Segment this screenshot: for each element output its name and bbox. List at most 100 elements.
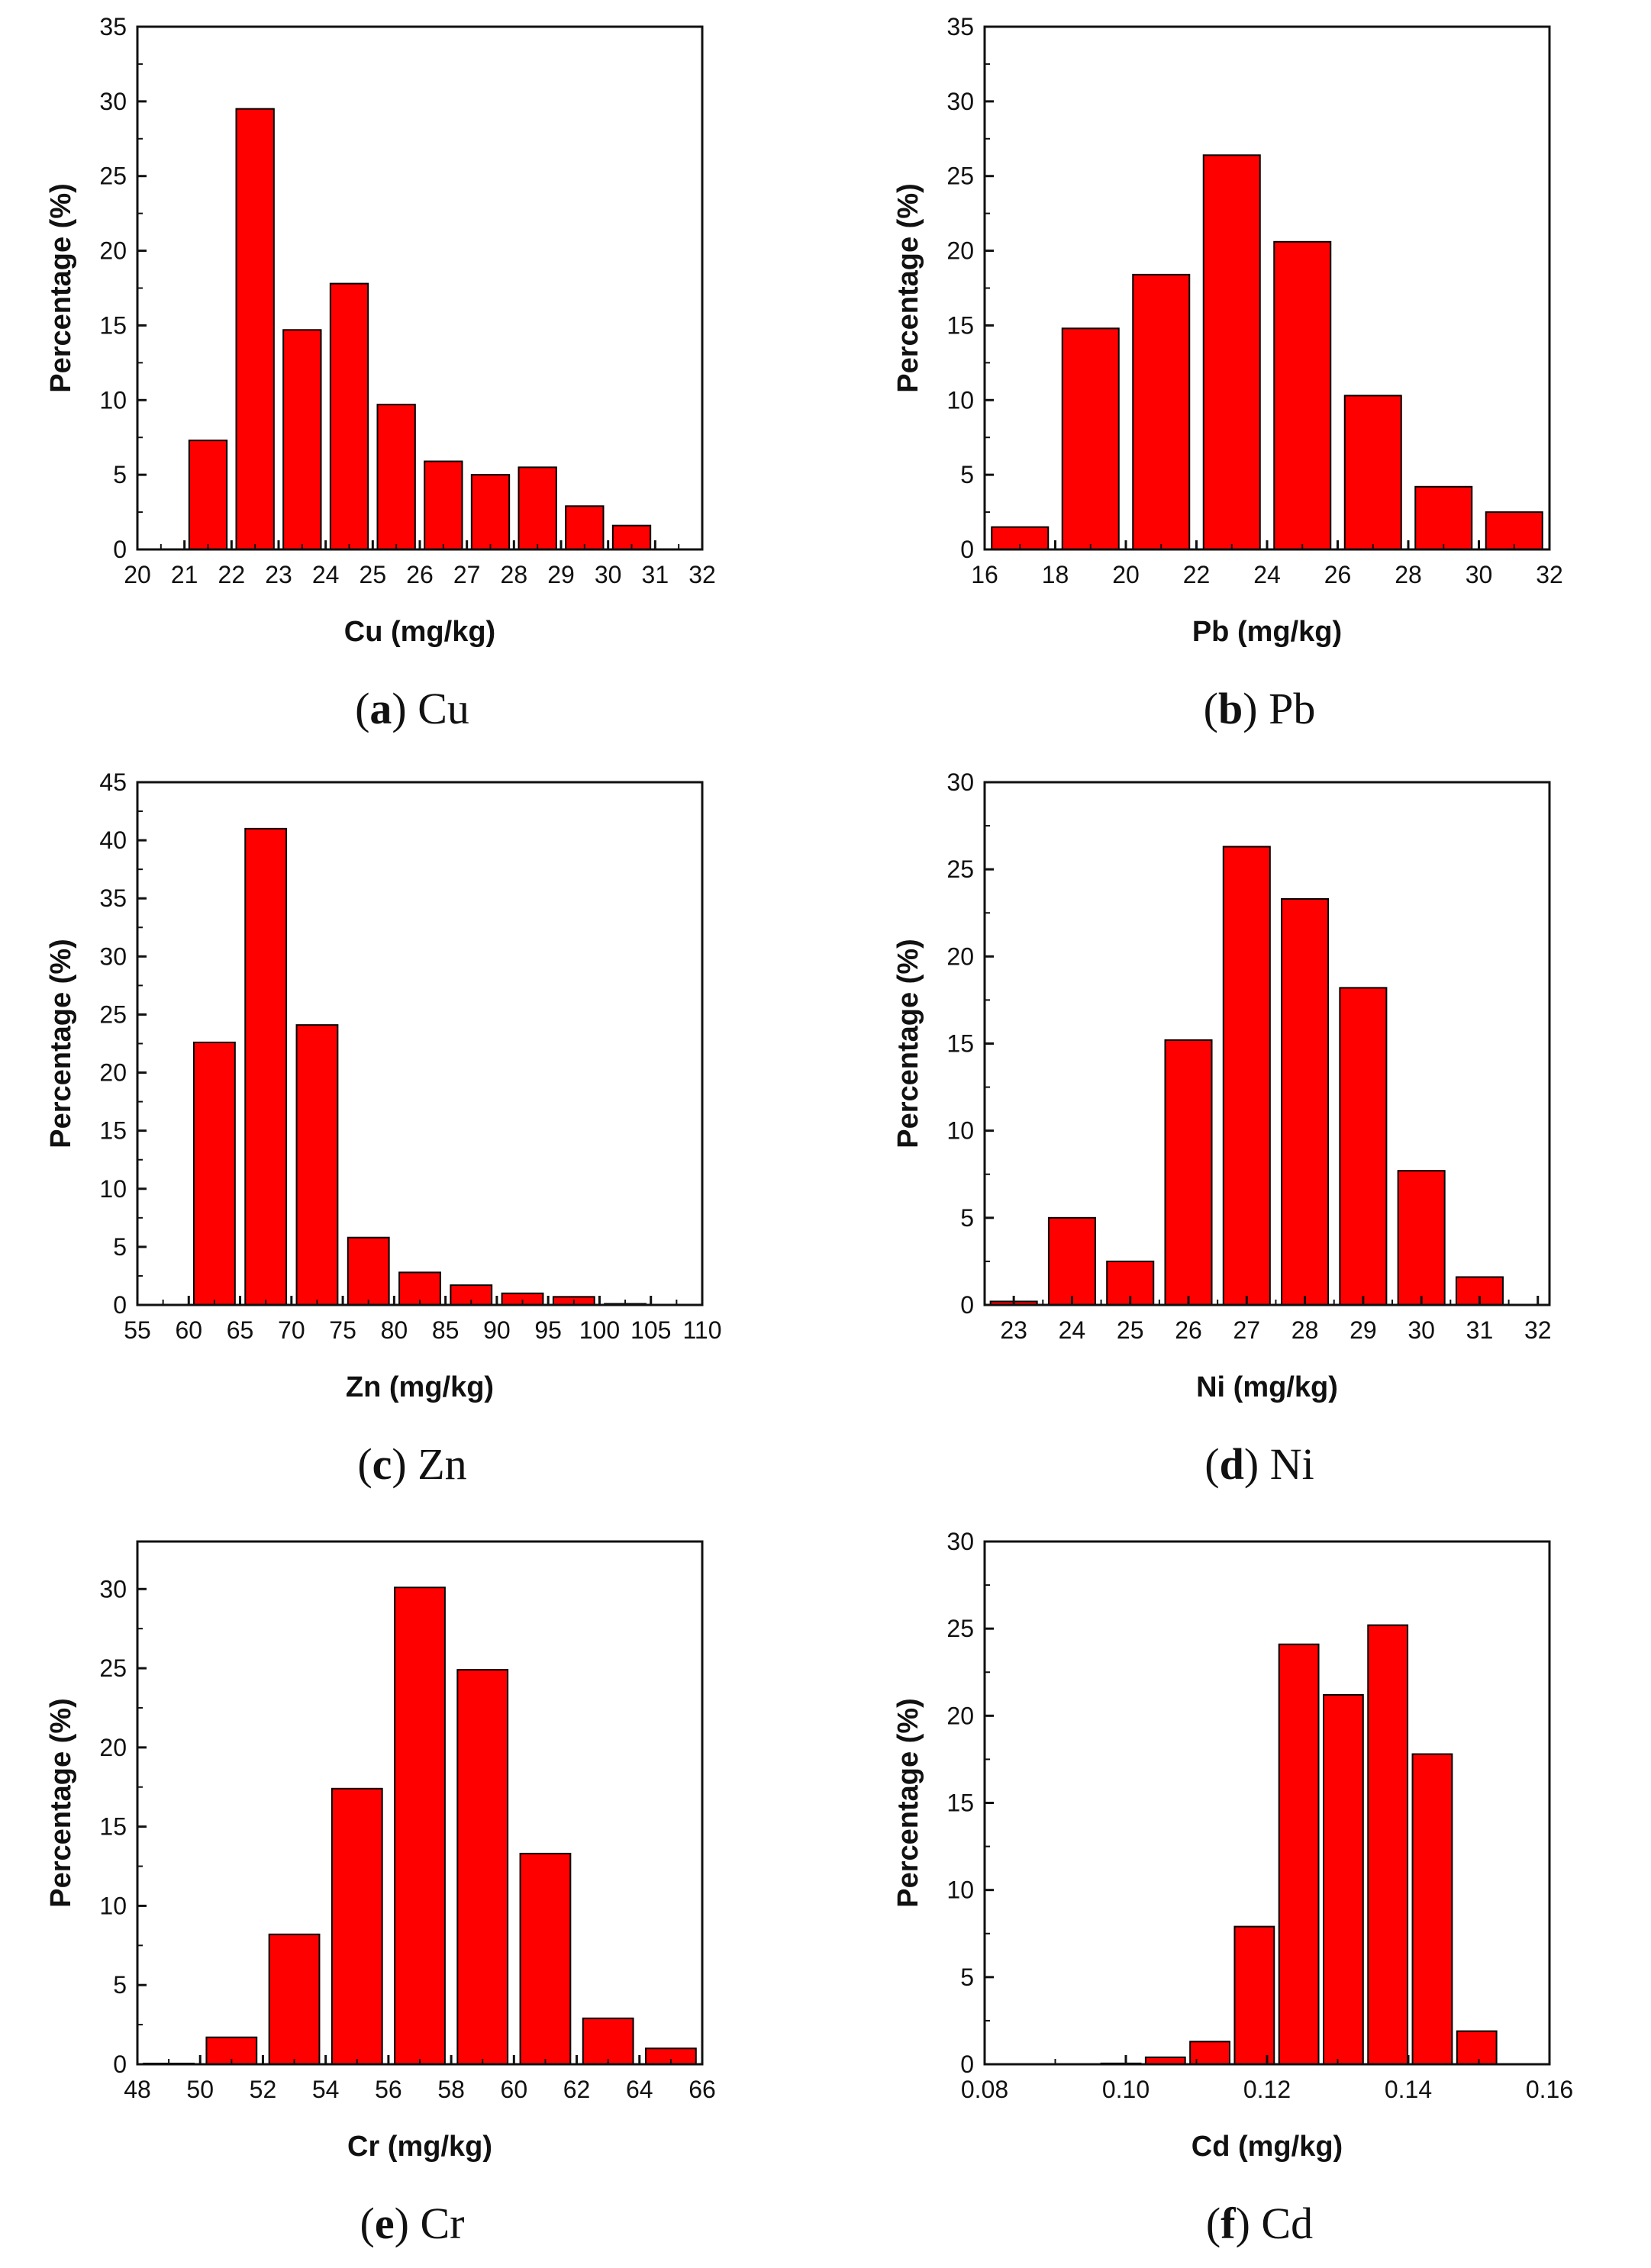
x-tick-label: 22 — [1183, 561, 1211, 588]
bar — [282, 329, 322, 550]
x-tick-label: 31 — [1466, 1316, 1494, 1344]
x-tick-label: 28 — [1291, 1316, 1319, 1344]
x-tick-label: 27 — [1233, 1316, 1261, 1344]
y-tick-label: 30 — [99, 1575, 127, 1603]
bar — [188, 440, 228, 551]
y-tick-label: 35 — [946, 13, 974, 40]
bar — [456, 1669, 509, 2066]
x-tick-label: 18 — [1042, 561, 1069, 588]
y-tick-label: 10 — [946, 1117, 974, 1145]
bar — [205, 2036, 258, 2065]
x-tick-label: 62 — [563, 2076, 591, 2103]
x-axis-title: Cu (mg/kg) — [344, 616, 495, 648]
x-tick-label: 48 — [124, 2076, 151, 2103]
bar — [1061, 327, 1120, 550]
chart-ni: 0 5 10 15 20 25 30 23 24 25 26 27 28 29 30 31 32 Ni (mg/k… — [892, 768, 1552, 1403]
caption-text: Cd — [1261, 2199, 1314, 2248]
x-tick-label: 66 — [688, 2076, 716, 2103]
y-tick-label: 0 — [113, 2051, 127, 2078]
y-tick-label: 20 — [99, 1059, 127, 1087]
y-tick-label: 30 — [946, 1528, 974, 1555]
y-axis-title: Percentage (%) — [45, 939, 77, 1148]
bar — [1485, 511, 1543, 550]
y-tick-label: 20 — [946, 1702, 974, 1729]
x-axis-title: Cr (mg/kg) — [347, 2131, 492, 2163]
x-tick-label: 28 — [1395, 561, 1422, 588]
bar — [518, 466, 557, 550]
y-tick-label: 40 — [99, 826, 127, 854]
x-tick-label: 75 — [329, 1316, 356, 1344]
x-tick-label: 55 — [124, 1316, 151, 1344]
x-tick-label: 16 — [971, 561, 998, 588]
x-axis-title: Cd (mg/kg) — [1191, 2131, 1343, 2163]
caption-d: (d) Ni — [1204, 1439, 1314, 1489]
y-tick-label: 0 — [960, 536, 974, 563]
bar — [268, 1933, 321, 2066]
bar — [1202, 154, 1261, 551]
panel-f: 0 5 10 15 20 25 30 0.08 0.10 0.12 0.14 0.16 Cd (mg/k… — [878, 1515, 1641, 2248]
y-tick-label: 10 — [946, 1877, 974, 1904]
panel-b: 0 5 10 15 20 25 30 35 16 18 20 22 24 26 28 30 32 Pb (mg/k… — [878, 0, 1641, 733]
y-tick-label: 0 — [960, 2051, 974, 2078]
bar — [1397, 1170, 1446, 1306]
x-tick-label: 0.16 — [1526, 2076, 1573, 2103]
x-tick-label: 30 — [595, 561, 622, 588]
x-axis-title: Ni (mg/kg) — [1196, 1371, 1338, 1403]
y-tick-label: 15 — [946, 311, 974, 339]
bar — [235, 108, 275, 550]
panel-c: 0 5 10 15 20 25 30 35 40 45 55 60 65 70 75 80 85 90 95 100 1… — [31, 755, 794, 1489]
y-tick-label: 25 — [99, 163, 127, 190]
x-tick-label: 25 — [1117, 1316, 1144, 1344]
y-tick-label: 25 — [99, 1000, 127, 1028]
caption-text: Zn — [418, 1439, 467, 1489]
caption-c: (c) Zn — [357, 1439, 467, 1489]
panel-a: 0 5 10 15 20 25 30 35 20 21 22 23 24 25 26 27 28 29 30 31 32… — [31, 0, 794, 733]
x-tick-label: 20 — [124, 561, 151, 588]
caption-letter: e — [374, 2199, 395, 2248]
caption-text: Cu — [418, 684, 469, 733]
x-tick-label: 95 — [534, 1316, 562, 1344]
caption-text: Ni — [1269, 1439, 1314, 1489]
caption-a: (a) Cu — [355, 684, 469, 733]
y-tick-label: 5 — [960, 1964, 974, 1991]
bar — [1273, 240, 1332, 550]
y-tick-label: 35 — [99, 884, 127, 912]
x-tick-label: 32 — [1536, 561, 1563, 588]
bar — [193, 1041, 236, 1306]
bar — [1278, 1643, 1320, 2065]
caption-b: (b) Pb — [1203, 684, 1316, 733]
y-axis-title: Percentage (%) — [892, 183, 924, 393]
y-tick-label: 30 — [99, 942, 127, 970]
caption-letter: a — [369, 684, 392, 733]
caption-text: Pb — [1269, 684, 1316, 733]
y-tick-label: 10 — [946, 386, 974, 414]
bar — [1132, 273, 1191, 550]
y-tick-label: 10 — [99, 1892, 127, 1919]
caption-e: (e) Cr — [360, 2199, 465, 2248]
panel-e: 0 5 10 15 20 25 30 48 50 52 54 56 58 60 62 64 66 Cr (mg/k… — [31, 1515, 794, 2248]
y-axis-title: Percentage (%) — [892, 1698, 924, 1908]
y-tick-label: 30 — [946, 88, 974, 115]
x-tick-label: 64 — [626, 2076, 653, 2103]
y-tick-label: 20 — [946, 942, 974, 970]
x-tick-label: 25 — [360, 561, 387, 588]
x-tick-label: 60 — [501, 2076, 528, 2103]
x-tick-label: 30 — [1408, 1316, 1435, 1344]
bar — [1367, 1624, 1409, 2066]
bar — [1339, 987, 1388, 1306]
y-tick-label: 5 — [113, 1971, 127, 1999]
bar — [1164, 1039, 1213, 1306]
y-tick-label: 0 — [113, 1291, 127, 1319]
x-tick-label: 21 — [171, 561, 198, 588]
bar — [329, 282, 369, 550]
x-tick-label: 70 — [278, 1316, 305, 1344]
bar — [1233, 1925, 1275, 2065]
x-tick-label: 24 — [1059, 1316, 1086, 1344]
bar — [1281, 897, 1330, 1306]
x-tick-label: 20 — [1112, 561, 1140, 588]
panel-d: 0 5 10 15 20 25 30 23 24 25 26 27 28 29 30 31 32 Ni (mg/k… — [878, 755, 1641, 1489]
chart-zn: 0 5 10 15 20 25 30 35 40 45 55 60 65 70 75 80 85 90 95 100 1… — [45, 768, 722, 1403]
x-tick-label: 30 — [1466, 561, 1493, 588]
y-tick-label: 5 — [113, 1233, 127, 1261]
x-tick-label: 0.10 — [1102, 2076, 1150, 2103]
